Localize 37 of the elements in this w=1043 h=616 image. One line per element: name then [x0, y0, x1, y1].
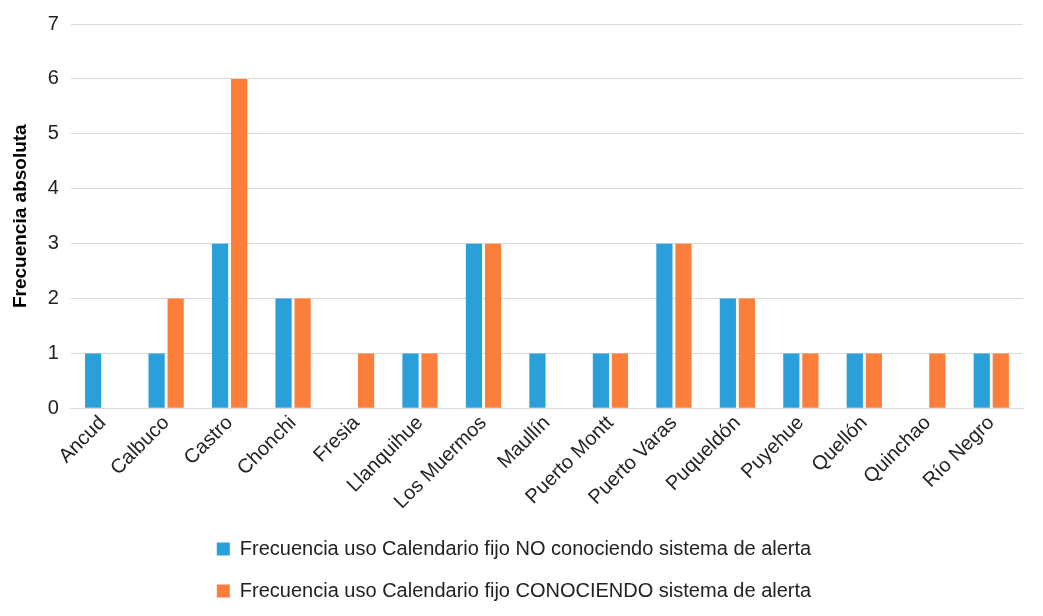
bar: [929, 353, 946, 408]
bar: [802, 353, 819, 408]
bar: [421, 353, 438, 408]
legend-label: Frecuencia uso Calendario fijo CONOCIENDO sistema de alerta: [239, 578, 813, 601]
bar: [275, 298, 292, 408]
y-tick-label: 6: [47, 66, 59, 89]
bar: [783, 353, 800, 408]
bar: [719, 298, 736, 408]
y-tick-label: 5: [47, 121, 59, 144]
bar: [294, 298, 311, 408]
bar: [675, 243, 692, 408]
bar: [231, 78, 248, 408]
bar: [656, 243, 673, 408]
y-tick-label: 4: [47, 176, 59, 199]
y-tick-label: 2: [47, 286, 59, 309]
bar: [611, 353, 629, 408]
bar: [484, 243, 502, 408]
y-tick-label: 7: [47, 11, 59, 34]
y-tick-label: 3: [47, 231, 59, 254]
bar: [357, 353, 375, 408]
bar: [992, 353, 1009, 408]
bar: [592, 353, 610, 408]
bar: [402, 353, 419, 408]
bar: [865, 353, 882, 408]
bar: [465, 243, 483, 408]
y-axis-title: Frecuencia absoluta: [8, 123, 30, 309]
bar: [846, 353, 863, 408]
y-tick-label: 0: [47, 395, 59, 418]
bar: [738, 298, 755, 408]
bar: [148, 353, 165, 408]
bar: [973, 353, 990, 408]
bar: [529, 353, 546, 408]
bar: [167, 298, 184, 408]
bar: [211, 243, 229, 408]
legend-label: Frecuencia uso Calendario fijo NO conociendo sistema de alerta: [239, 536, 813, 559]
bar: [85, 353, 102, 408]
y-tick-label: 1: [47, 340, 59, 363]
